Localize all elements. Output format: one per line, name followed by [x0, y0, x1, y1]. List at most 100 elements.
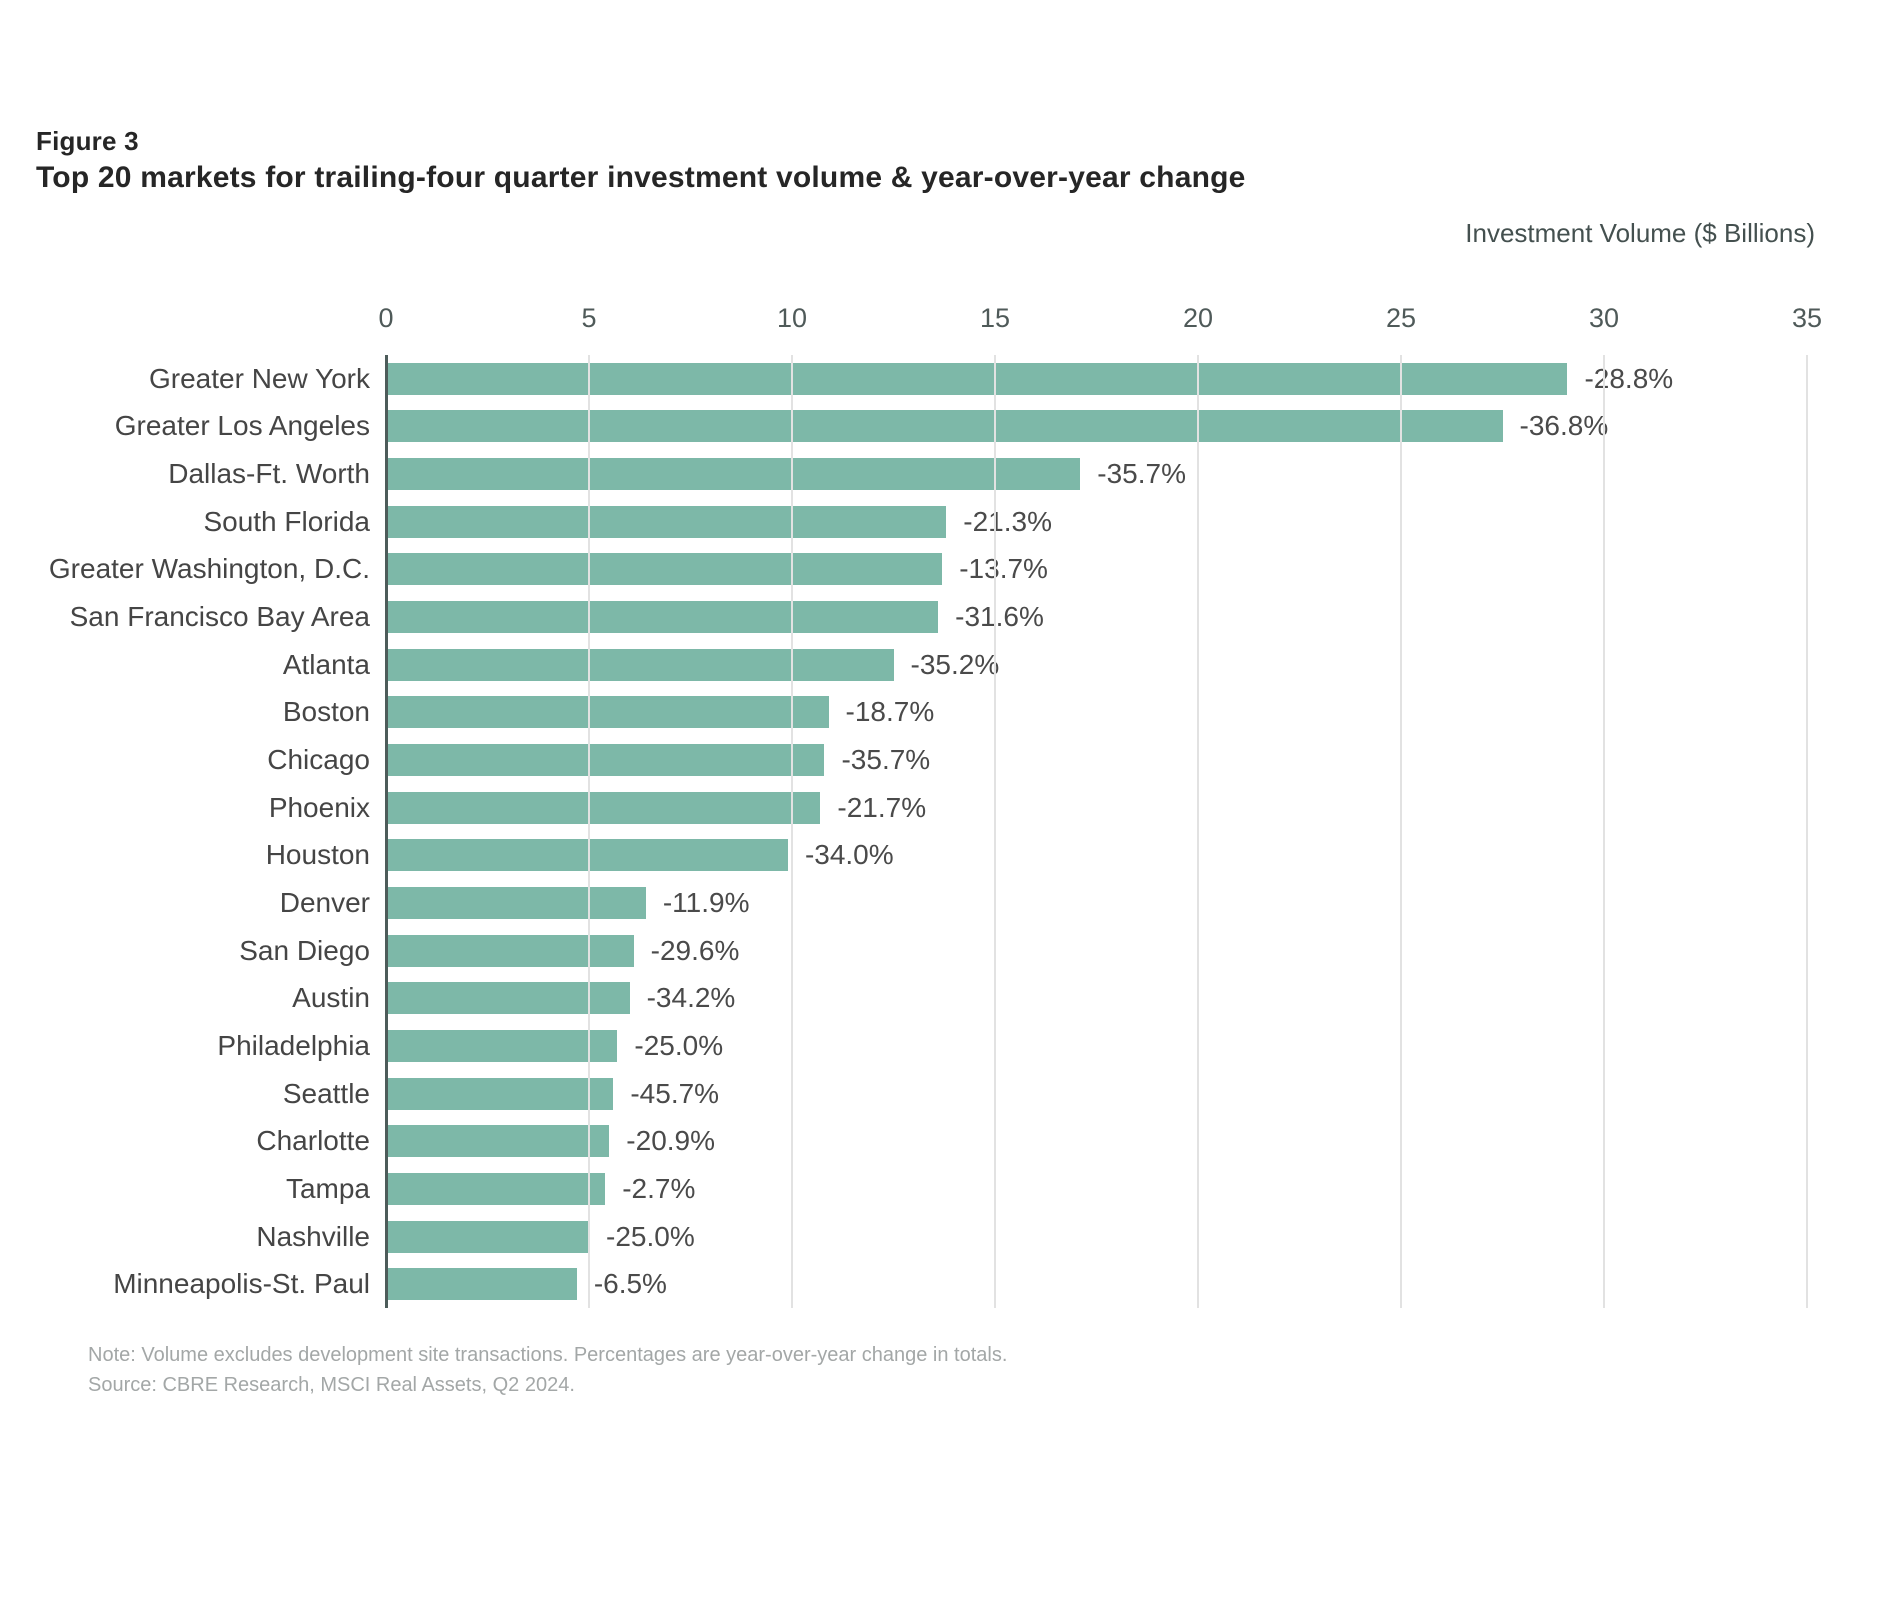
bar	[386, 1125, 610, 1158]
category-label: Boston	[282, 696, 370, 728]
bar-row: Greater New York -28.8%	[149, 355, 1807, 403]
bar-row: Philadelphia -25.0%	[217, 1022, 1807, 1070]
bar-rows: Greater New York -28.8% Greater Los Angele…	[49, 355, 1807, 1308]
bar-row: Minneapolis-St. Paul -6.5%	[113, 1260, 1807, 1308]
yoy-change-label: -31.6%	[955, 601, 1044, 633]
yoy-change-label: -11.9%	[662, 887, 750, 919]
bar-row: Denver -11.9%	[280, 879, 1807, 927]
figure-number: Figure 3	[36, 126, 139, 156]
yoy-change-label: -18.7%	[845, 696, 935, 728]
category-label: Houston	[265, 839, 370, 871]
bar	[386, 505, 947, 538]
bar-row: Seattle -45.7%	[283, 1070, 1807, 1118]
category-label: Chicago	[267, 744, 370, 776]
x-tick-label-30: 30	[1588, 303, 1620, 333]
x-tick-label-25: 25	[1385, 303, 1417, 333]
x-tick-label-0: 0	[378, 303, 394, 333]
bar-row: Phoenix -21.7%	[269, 784, 1807, 832]
bar	[386, 1172, 606, 1205]
category-label: Minneapolis-St. Paul	[113, 1268, 370, 1300]
category-label: Philadelphia	[217, 1030, 370, 1062]
gridline-x-15	[994, 355, 996, 1308]
chart-note: Note: Volume excludes development site t…	[88, 1344, 1008, 1366]
gridline-x-10	[790, 355, 793, 1308]
category-label: Phoenix	[268, 791, 370, 823]
bar-row: San Diego -29.6%	[239, 927, 1807, 975]
bar-row: San Francisco Bay Area -31.6%	[70, 593, 1807, 641]
category-label: Greater Washington, D.C.	[48, 553, 370, 585]
gridline-x-20	[1196, 355, 1199, 1308]
chart-source: Source: CBRE Research, MSCI Real Assets,…	[88, 1374, 575, 1396]
bar	[386, 1077, 614, 1110]
category-label: Tampa	[285, 1172, 370, 1204]
gridline-x-30	[1603, 355, 1605, 1308]
bar	[386, 696, 829, 729]
yoy-change-label: -25.0%	[634, 1030, 724, 1062]
x-tick-label-15: 15	[979, 303, 1011, 333]
x-tick-label-20: 20	[1182, 303, 1214, 333]
bar-row: Greater Washington, D.C. -13.7%	[49, 546, 1807, 594]
yoy-change-label: -36.8%	[1519, 410, 1609, 442]
bar-row: Dallas-Ft. Worth -35.7%	[168, 450, 1807, 498]
bar-row: Greater Los Angeles -36.8%	[115, 403, 1807, 451]
x-tick-label-10: 10	[776, 303, 808, 333]
bar-row: South Florida -21.3%	[203, 498, 1807, 546]
category-label: Greater New York	[149, 362, 370, 394]
bar-row: Atlanta -35.2%	[283, 641, 1807, 689]
bar	[386, 791, 821, 824]
category-label: Greater Los Angeles	[114, 410, 370, 442]
category-label: San Francisco Bay Area	[69, 601, 370, 633]
bar-row: Boston -18.7%	[283, 689, 1807, 737]
bar	[386, 744, 825, 777]
category-label: Seattle	[282, 1077, 370, 1109]
yoy-change-label: -21.7%	[837, 791, 927, 823]
yoy-change-label: -25.0%	[606, 1220, 695, 1252]
bar-row: Charlotte -20.9%	[256, 1118, 1807, 1166]
bar	[386, 1268, 577, 1301]
bar	[386, 458, 1081, 491]
category-label: San Diego	[239, 934, 370, 966]
bar-row: Tampa -2.7%	[286, 1165, 1807, 1213]
bar	[386, 362, 1568, 395]
y-axis-line	[385, 355, 388, 1308]
gridline-x-25	[1400, 355, 1402, 1308]
category-label: South Florida	[203, 505, 370, 537]
bar-row: Nashville -25.0%	[256, 1213, 1807, 1261]
yoy-change-label: -20.9%	[626, 1125, 716, 1157]
bar	[386, 839, 788, 872]
bar	[386, 982, 630, 1015]
yoy-change-label: -34.0%	[804, 839, 894, 871]
bar	[386, 1220, 589, 1253]
category-label: Charlotte	[256, 1125, 370, 1157]
yoy-change-label: -13.7%	[959, 553, 1048, 585]
yoy-change-label: -6.5%	[593, 1268, 667, 1300]
category-label: Dallas-Ft. Worth	[168, 458, 370, 490]
bar-row: Austin -34.2%	[292, 975, 1807, 1023]
category-label: Austin	[292, 982, 370, 1014]
category-label: Atlanta	[282, 648, 370, 680]
yoy-change-label: -35.7%	[1097, 458, 1186, 490]
gridline-x-35	[1806, 355, 1808, 1308]
gridline-x-5	[587, 355, 590, 1308]
category-label: Nashville	[256, 1220, 370, 1252]
yoy-change-label: -35.7%	[841, 744, 931, 776]
yoy-change-label: -45.7%	[630, 1077, 720, 1109]
bar	[386, 1030, 618, 1063]
bar-row: Houston -34.0%	[266, 832, 1807, 880]
bar-row: Chicago -35.7%	[267, 736, 1807, 784]
x-axis-title: Investment Volume ($ Billions)	[1465, 218, 1815, 248]
category-label: Denver	[279, 887, 370, 919]
yoy-change-label: -34.2%	[646, 982, 736, 1014]
bar	[386, 410, 1503, 443]
yoy-change-label: -35.2%	[910, 648, 1000, 680]
bar	[386, 934, 634, 967]
bar	[386, 601, 939, 634]
bar	[386, 887, 646, 920]
yoy-change-label: -28.8%	[1584, 362, 1674, 394]
yoy-change-label: -2.7%	[622, 1172, 696, 1204]
bar	[386, 553, 943, 586]
plot-area: Greater New York -28.8% Greater Los Angele…	[49, 303, 1822, 1308]
yoy-change-label: -29.6%	[650, 934, 740, 966]
x-tick-label-5: 5	[581, 303, 597, 333]
figure-title: Top 20 markets for trailing-four quarter…	[36, 161, 1246, 194]
